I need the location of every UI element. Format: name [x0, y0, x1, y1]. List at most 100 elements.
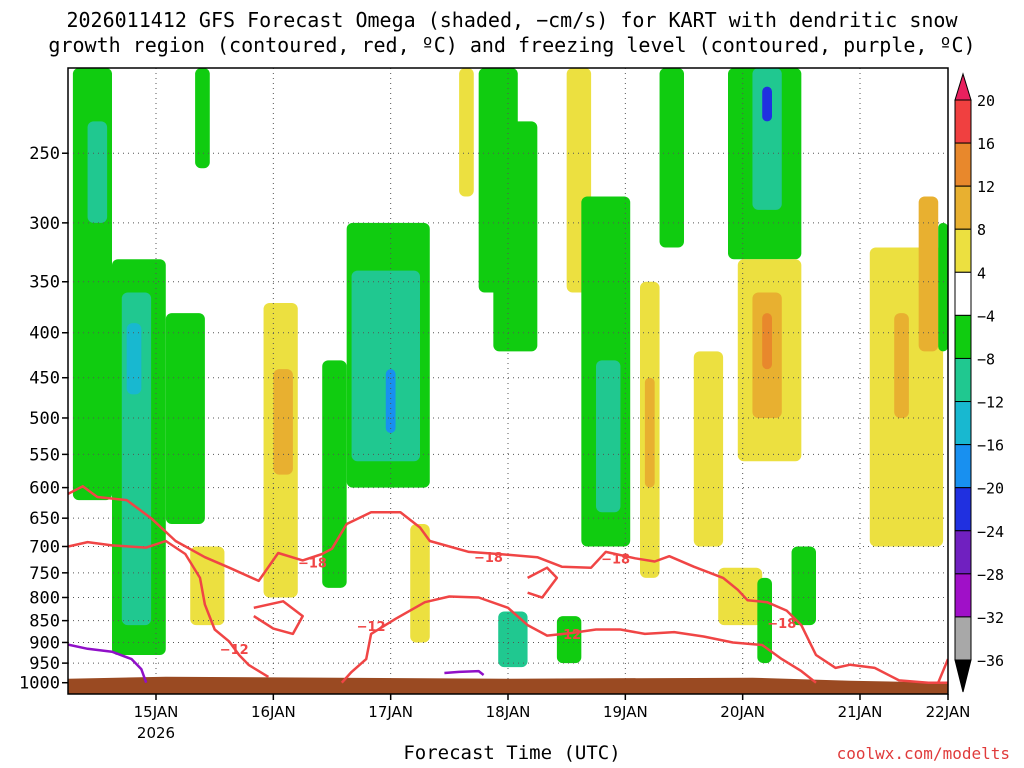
- omega-shaded-region: [596, 360, 621, 513]
- colorbar-label: −32: [977, 609, 1004, 627]
- colorbar: 20 16 12 8 4 −4 −8 −12 −16 −20 −24 −28 −32 −36: [954, 72, 1004, 693]
- omega-shaded-region: [195, 68, 210, 169]
- dendritic-contour: [937, 658, 948, 684]
- y-tick-label: 450: [29, 369, 60, 389]
- x-tick-label: 16JAN: [251, 703, 296, 721]
- omega-shaded-region: [126, 323, 142, 395]
- dendritic-contour: [68, 539, 270, 678]
- y-tick-label: 550: [29, 445, 60, 465]
- x-tick-sublabel: 2026: [137, 724, 175, 742]
- contour-label: −12: [357, 620, 386, 635]
- y-tick-label: 600: [29, 479, 60, 499]
- y-tick-label: 1000: [19, 674, 60, 694]
- contour-layer: [68, 485, 948, 684]
- chart-title-line-2: growth region (contoured, red, ºC) and f…: [48, 33, 976, 57]
- x-axis-title: Forecast Time (UTC): [403, 742, 621, 764]
- y-tick-label: 900: [29, 633, 60, 653]
- colorbar-label: 8: [977, 221, 986, 239]
- y-tick-label: 950: [29, 654, 60, 674]
- omega-shaded-region: [459, 68, 474, 197]
- omega-shaded-region: [410, 524, 430, 643]
- y-axis: 2503003504004505005506006507007508008509…: [19, 144, 68, 694]
- omega-shaded-region: [894, 313, 909, 418]
- freezing-level-contour: [444, 669, 485, 676]
- omega-shaded-region: [791, 546, 816, 626]
- colorbar-label: −4: [977, 307, 995, 325]
- colorbar-label: −8: [977, 350, 995, 368]
- ground-terrain: [68, 676, 948, 694]
- colorbar-bin: [954, 185, 972, 230]
- omega-shaded-region: [693, 351, 724, 547]
- colorbar-bin: [954, 357, 972, 403]
- omega-shaded-region: [752, 68, 782, 210]
- y-tick-label: 350: [29, 273, 60, 293]
- omega-shaded-region: [273, 369, 293, 475]
- colorbar-bin: [954, 616, 972, 661]
- contour-label: −12: [220, 643, 249, 658]
- contour-label: −18: [474, 551, 503, 566]
- freezing-level-contour: [68, 643, 148, 684]
- omega-shaded-region: [87, 121, 108, 223]
- contour-label: −12: [552, 628, 581, 643]
- x-axis: 15JAN 2026 16JAN 17JAN 18JAN 19JAN 20JAN 21JAN 2…: [134, 694, 971, 742]
- colorbar-label: −12: [977, 394, 1004, 412]
- colorbar-bin: [954, 530, 972, 575]
- colorbar-label: 20: [977, 92, 995, 110]
- colorbar-label: −20: [977, 480, 1004, 498]
- dendritic-contour: [68, 485, 948, 684]
- omega-shading-layer: [72, 68, 948, 668]
- contour-label: −18: [767, 617, 796, 632]
- chart-title-line-1: 2026011412 GFS Forecast Omega (shaded, −…: [66, 8, 958, 32]
- omega-shaded-region: [762, 86, 772, 122]
- omega-shaded-region: [322, 360, 347, 588]
- colorbar-bin: [954, 401, 972, 446]
- colorbar-overflow-top: [954, 72, 972, 101]
- colorbar-bin: [954, 573, 972, 618]
- credit-text: coolwx.com/modelts: [836, 744, 1010, 763]
- colorbar-label: 16: [977, 135, 995, 153]
- omega-shaded-region: [190, 546, 225, 626]
- x-tick-label: 19JAN: [603, 703, 648, 721]
- x-tick-label: 18JAN: [486, 703, 531, 721]
- omega-shaded-region: [644, 377, 655, 488]
- y-tick-label: 750: [29, 564, 60, 584]
- omega-shaded-region: [938, 222, 948, 352]
- x-tick-label: 20JAN: [720, 703, 765, 721]
- colorbar-label: 12: [977, 178, 995, 196]
- colorbar-bin: [954, 487, 972, 532]
- y-tick-label: 400: [29, 324, 60, 344]
- omega-shaded-region: [351, 270, 420, 462]
- x-tick-label: 17JAN: [368, 703, 413, 721]
- contour-label: −18: [601, 552, 630, 567]
- omega-shaded-region: [493, 121, 538, 352]
- x-tick-label: 15JAN: [134, 703, 179, 721]
- y-tick-label: 800: [29, 588, 60, 608]
- omega-shaded-region: [556, 616, 582, 664]
- x-tick-label: 22JAN: [926, 703, 971, 721]
- contour-labels: −18 −18 −18 −18 −12 −12 −12: [220, 551, 797, 658]
- colorbar-bin: [954, 271, 972, 316]
- omega-shaded-region: [659, 68, 684, 248]
- dendritic-contour: [527, 566, 559, 599]
- omega-shaded-region: [718, 567, 763, 626]
- colorbar-bin: [954, 142, 972, 187]
- colorbar-label: −24: [977, 523, 1004, 541]
- colorbar-label: −36: [977, 652, 1004, 670]
- y-tick-label: 500: [29, 409, 60, 429]
- colorbar-label: 4: [977, 264, 986, 282]
- omega-shaded-region: [498, 611, 528, 668]
- omega-shaded-region: [762, 313, 772, 370]
- y-tick-label: 700: [29, 537, 60, 557]
- colorbar-overflow-bottom: [954, 659, 972, 693]
- colorbar-label: −16: [977, 437, 1004, 455]
- colorbar-bin: [954, 444, 972, 489]
- dendritic-contour: [340, 595, 817, 684]
- colorbar-bin: [954, 99, 972, 144]
- y-tick-label: 300: [29, 214, 60, 234]
- omega-shaded-region: [165, 313, 205, 525]
- ground-layer: [68, 676, 948, 694]
- colorbar-bin: [954, 228, 972, 273]
- y-tick-label: 250: [29, 144, 60, 164]
- colorbar-label: −28: [977, 566, 1004, 584]
- y-tick-label: 850: [29, 612, 60, 632]
